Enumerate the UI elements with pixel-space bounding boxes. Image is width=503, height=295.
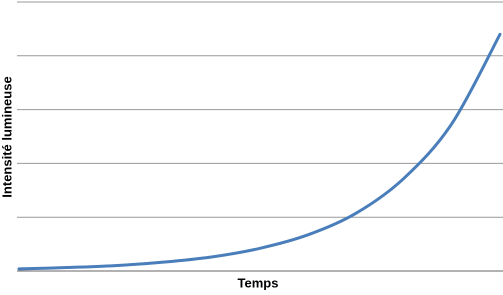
y-axis-label: Intensité lumineuse [0,76,14,197]
x-axis-label: Temps [238,275,279,290]
line-series [17,32,502,271]
